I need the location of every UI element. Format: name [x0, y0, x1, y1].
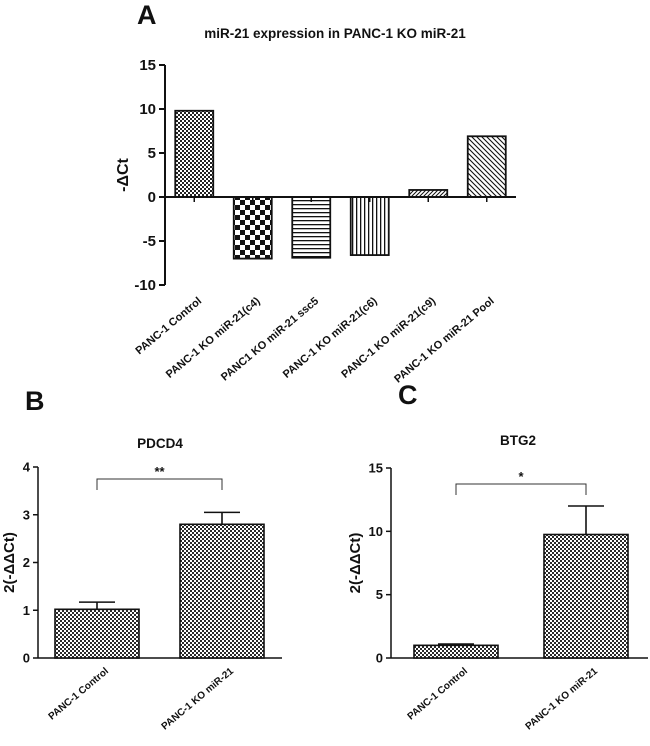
- chart-c-title: BTG2: [500, 433, 536, 448]
- chart-b-ytick-label: 2: [23, 555, 30, 570]
- chart-a-ylabel: -ΔCt: [115, 157, 132, 191]
- chart-a-category-label: PANC-1 KO miR-21(c4): [164, 295, 263, 381]
- chart-a-ytick-label: 0: [148, 189, 156, 206]
- chart-a-category-label: PANC-1 KO miR-21 Pool: [392, 295, 496, 385]
- chart-c-ytick-label: 15: [369, 461, 383, 476]
- chart-c-ytick-label: 5: [376, 587, 383, 602]
- chart-c: BTG2 15 10 5 0 2(-ΔΔCt) * PANC-1 Control PANC-1 …: [347, 433, 648, 732]
- chart-a: miR-21 expression in PANC-1 KO miR-21 15 1…: [115, 26, 516, 385]
- chart-b-title: PDCD4: [137, 436, 183, 451]
- chart-a-bar: [349, 196, 390, 256]
- chart-b-ytick-label: 1: [23, 603, 30, 618]
- chart-a-category-label: PANC1 KO miR-21 ssc5: [219, 295, 321, 383]
- chart-c-ytick-label: 10: [369, 524, 383, 539]
- chart-b-category-label: PANC-1 Control: [47, 666, 112, 723]
- chart-a-ytick-label: -10: [134, 277, 156, 294]
- chart-b-ytick-label: 3: [23, 507, 30, 522]
- chart-a-title: miR-21 expression in PANC-1 KO miR-21: [204, 26, 466, 41]
- panel-letter-a: A: [137, 0, 157, 30]
- chart-b-ytick-label: 4: [23, 460, 31, 475]
- chart-a-bar: [291, 196, 332, 259]
- chart-c-bar: [413, 644, 499, 659]
- chart-a-bar: [408, 189, 449, 198]
- chart-c-category-label: PANC-1 Control: [406, 666, 471, 723]
- chart-a-bar: [466, 135, 507, 198]
- chart-c-significance-bracket: [455, 483, 587, 495]
- chart-a-category-label: PANC-1 KO miR-21(c9): [339, 295, 438, 381]
- panel-letter-b: B: [25, 386, 45, 416]
- chart-a-ytick-label: 5: [148, 145, 156, 162]
- chart-c-significance-label: *: [518, 469, 524, 484]
- chart-a-ytick-label: -5: [143, 233, 156, 250]
- chart-a-bar: [232, 196, 273, 260]
- chart-b-bar: [54, 608, 140, 659]
- chart-b-ytick-label: 0: [23, 651, 30, 666]
- chart-b-bar: [179, 523, 265, 659]
- chart-a-ytick-label: 10: [139, 101, 156, 118]
- chart-a-category-label: PANC-1 KO miR-21(c6): [281, 295, 380, 381]
- chart-b-category-label: PANC-1 KO miR-21: [160, 666, 237, 733]
- chart-b-ylabel: 2(-ΔΔCt): [1, 532, 18, 593]
- chart-b: PDCD4 4 3 2 1 0 2(-ΔΔCt) ** PANC-1 Control PANC-1…: [1, 436, 282, 732]
- chart-b-significance-label: **: [154, 464, 165, 479]
- chart-c-ylabel: 2(-ΔΔCt): [347, 533, 364, 594]
- chart-c-bar: [543, 533, 629, 659]
- panel-letter-c: C: [398, 380, 418, 410]
- chart-a-ytick-label: 15: [139, 57, 156, 74]
- chart-c-ytick-label: 0: [376, 651, 383, 666]
- chart-c-category-label: PANC-1 KO miR-21: [524, 666, 601, 733]
- chart-b-significance-bracket: [96, 478, 223, 490]
- chart-a-bar: [174, 109, 215, 198]
